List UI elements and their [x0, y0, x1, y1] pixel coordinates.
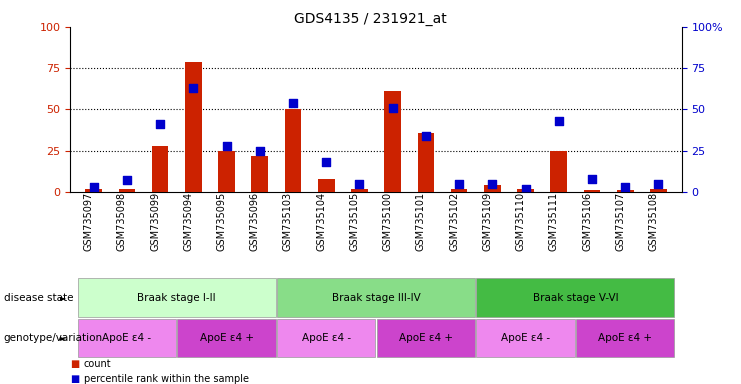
- Text: GSM735101: GSM735101: [416, 192, 426, 251]
- Bar: [517, 189, 534, 192]
- Point: [586, 176, 598, 182]
- Point: [486, 181, 498, 187]
- Text: GSM735094: GSM735094: [183, 192, 193, 251]
- Text: ApoE ε4 +: ApoE ε4 +: [598, 333, 652, 343]
- Point: [519, 185, 531, 192]
- Bar: [476, 319, 575, 357]
- Text: GSM735095: GSM735095: [216, 192, 227, 251]
- Text: ■: ■: [70, 374, 79, 384]
- Bar: [85, 189, 102, 192]
- Text: GSM735111: GSM735111: [549, 192, 559, 251]
- Point: [121, 177, 133, 184]
- Text: GDS4135 / 231921_at: GDS4135 / 231921_at: [294, 12, 447, 25]
- Point: [387, 105, 399, 111]
- Text: ApoE ε4 -: ApoE ε4 -: [102, 333, 151, 343]
- Bar: [385, 91, 401, 192]
- Text: GSM735105: GSM735105: [350, 192, 359, 251]
- Text: GSM735109: GSM735109: [482, 192, 492, 251]
- Bar: [418, 132, 434, 192]
- Point: [619, 184, 631, 190]
- Bar: [551, 151, 567, 192]
- Bar: [576, 319, 674, 357]
- Text: Braak stage V-VI: Braak stage V-VI: [533, 293, 618, 303]
- Text: GSM735096: GSM735096: [250, 192, 260, 251]
- Bar: [451, 189, 468, 192]
- Text: GSM735104: GSM735104: [316, 192, 326, 251]
- Bar: [476, 278, 674, 317]
- Text: GSM735110: GSM735110: [516, 192, 525, 251]
- Text: GSM735103: GSM735103: [283, 192, 293, 251]
- Bar: [119, 189, 135, 192]
- Text: Braak stage III-IV: Braak stage III-IV: [332, 293, 420, 303]
- Text: GSM735099: GSM735099: [150, 192, 160, 251]
- Bar: [177, 319, 276, 357]
- Point: [420, 133, 432, 139]
- Bar: [251, 156, 268, 192]
- Text: ►: ►: [60, 333, 67, 343]
- Bar: [650, 189, 667, 192]
- Bar: [152, 146, 168, 192]
- Bar: [617, 190, 634, 192]
- Point: [187, 85, 199, 91]
- Text: GSM735100: GSM735100: [382, 192, 393, 251]
- Bar: [277, 278, 475, 317]
- Bar: [185, 61, 202, 192]
- Bar: [277, 319, 376, 357]
- Point: [353, 181, 365, 187]
- Text: GSM735098: GSM735098: [117, 192, 127, 251]
- Text: genotype/variation: genotype/variation: [4, 333, 103, 343]
- Bar: [78, 278, 276, 317]
- Point: [254, 148, 266, 154]
- Bar: [351, 189, 368, 192]
- Text: ApoE ε4 +: ApoE ε4 +: [399, 333, 453, 343]
- Bar: [78, 319, 176, 357]
- Point: [453, 181, 465, 187]
- Point: [287, 100, 299, 106]
- Bar: [484, 185, 501, 192]
- Text: ApoE ε4 +: ApoE ε4 +: [199, 333, 253, 343]
- Text: Braak stage I-II: Braak stage I-II: [137, 293, 216, 303]
- Point: [154, 121, 166, 127]
- Point: [553, 118, 565, 124]
- Text: ApoE ε4 -: ApoE ε4 -: [302, 333, 350, 343]
- Point: [320, 159, 332, 166]
- Point: [221, 143, 233, 149]
- Text: count: count: [84, 359, 111, 369]
- Text: disease state: disease state: [4, 293, 73, 303]
- Text: ►: ►: [60, 293, 67, 302]
- Point: [87, 184, 99, 190]
- Point: [653, 181, 665, 187]
- Text: GSM735107: GSM735107: [615, 192, 625, 251]
- Text: percentile rank within the sample: percentile rank within the sample: [84, 374, 249, 384]
- Bar: [219, 151, 235, 192]
- Bar: [318, 179, 334, 192]
- Text: GSM735106: GSM735106: [582, 192, 592, 251]
- Text: GSM735102: GSM735102: [449, 192, 459, 251]
- Bar: [285, 109, 302, 192]
- Bar: [584, 190, 600, 192]
- Text: ■: ■: [70, 359, 79, 369]
- Text: ApoE ε4 -: ApoE ε4 -: [501, 333, 550, 343]
- Bar: [376, 319, 475, 357]
- Text: GSM735108: GSM735108: [648, 192, 659, 251]
- Text: GSM735097: GSM735097: [84, 192, 93, 251]
